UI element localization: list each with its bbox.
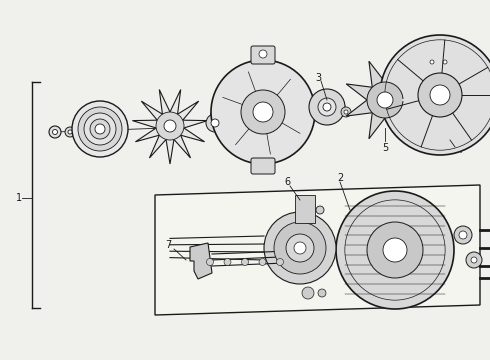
Circle shape xyxy=(318,98,336,116)
Circle shape xyxy=(466,252,482,268)
Circle shape xyxy=(430,85,450,105)
Circle shape xyxy=(367,82,403,118)
Circle shape xyxy=(383,238,407,262)
Circle shape xyxy=(78,107,122,151)
Circle shape xyxy=(316,206,324,214)
Circle shape xyxy=(241,90,285,134)
Polygon shape xyxy=(155,185,480,315)
Text: 7: 7 xyxy=(165,240,171,250)
Text: 5: 5 xyxy=(382,143,388,153)
Circle shape xyxy=(206,114,224,132)
Circle shape xyxy=(443,60,447,64)
Circle shape xyxy=(471,257,477,263)
Circle shape xyxy=(344,110,348,114)
Text: 2: 2 xyxy=(337,173,343,183)
Bar xyxy=(295,195,315,223)
Circle shape xyxy=(253,102,273,122)
FancyBboxPatch shape xyxy=(251,158,275,174)
Circle shape xyxy=(90,119,110,139)
Circle shape xyxy=(52,130,57,135)
Polygon shape xyxy=(190,243,212,279)
Text: 6: 6 xyxy=(284,177,290,187)
Circle shape xyxy=(211,119,219,127)
Circle shape xyxy=(164,120,176,132)
Circle shape xyxy=(242,258,248,266)
Circle shape xyxy=(259,50,267,58)
Text: 3: 3 xyxy=(315,73,321,83)
Circle shape xyxy=(418,73,462,117)
Circle shape xyxy=(211,60,315,164)
Circle shape xyxy=(302,287,314,299)
Circle shape xyxy=(49,126,61,138)
Circle shape xyxy=(274,222,326,274)
Text: 1: 1 xyxy=(16,193,22,203)
Circle shape xyxy=(286,234,314,262)
Circle shape xyxy=(224,258,231,266)
Circle shape xyxy=(259,258,266,266)
Circle shape xyxy=(206,258,214,266)
Circle shape xyxy=(84,113,116,145)
Circle shape xyxy=(65,127,75,137)
Circle shape xyxy=(156,112,184,140)
Circle shape xyxy=(377,92,393,108)
Circle shape xyxy=(318,289,326,297)
Circle shape xyxy=(459,231,467,239)
Circle shape xyxy=(294,242,306,254)
Circle shape xyxy=(323,103,331,111)
Polygon shape xyxy=(346,61,424,139)
Circle shape xyxy=(427,57,437,67)
Circle shape xyxy=(367,222,423,278)
Circle shape xyxy=(430,60,434,64)
Polygon shape xyxy=(132,90,208,164)
Circle shape xyxy=(341,107,351,117)
Text: 4: 4 xyxy=(457,145,463,155)
Circle shape xyxy=(454,226,472,244)
Circle shape xyxy=(68,130,72,134)
Circle shape xyxy=(95,124,105,134)
Circle shape xyxy=(453,63,463,73)
Circle shape xyxy=(380,35,490,155)
Circle shape xyxy=(440,57,450,67)
Circle shape xyxy=(336,191,454,309)
Circle shape xyxy=(309,89,345,125)
FancyBboxPatch shape xyxy=(251,46,275,64)
Circle shape xyxy=(72,101,128,157)
Circle shape xyxy=(276,258,284,266)
Circle shape xyxy=(305,200,315,210)
Circle shape xyxy=(264,212,336,284)
